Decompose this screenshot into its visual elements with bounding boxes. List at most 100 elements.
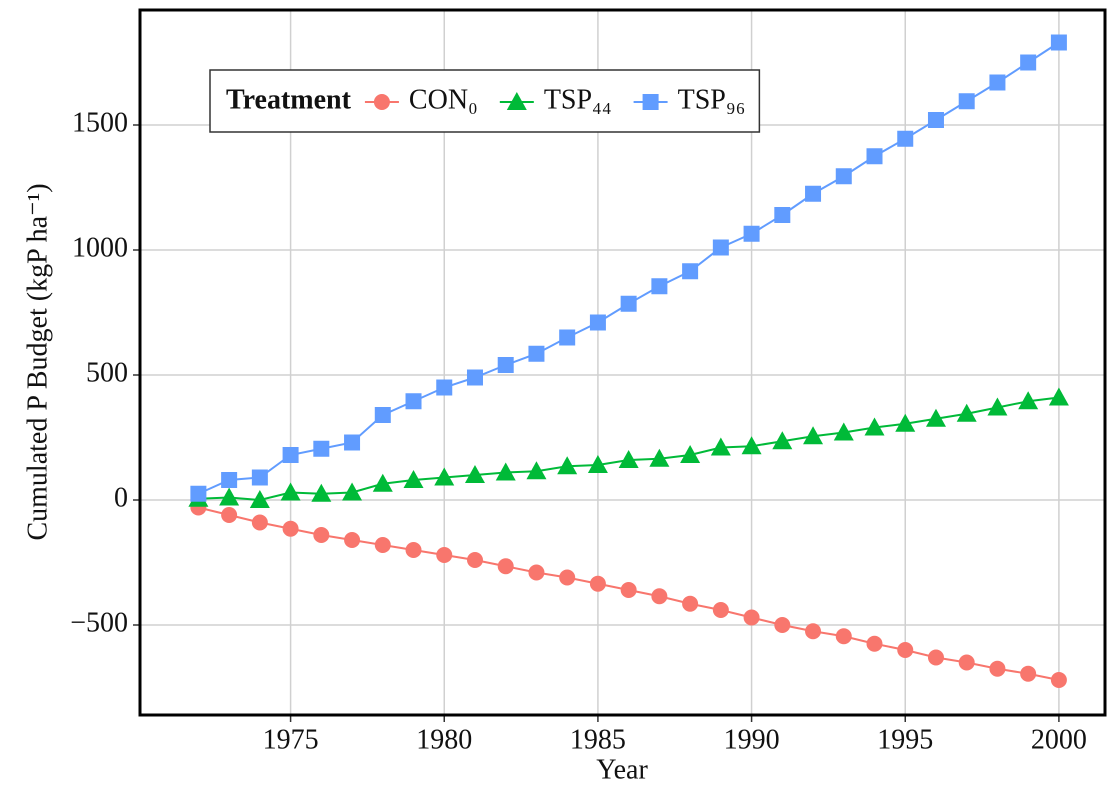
point [344, 532, 361, 548]
point [618, 450, 639, 468]
point [682, 263, 699, 280]
point [403, 470, 424, 488]
y-axis-label: Cumulated P Budget (kgP ha⁻¹) [22, 183, 53, 540]
point [342, 482, 363, 501]
point [249, 490, 270, 508]
x-tick-label: 2000 [1031, 724, 1087, 755]
legend-marker [642, 94, 659, 110]
y-tick-label: 1000 [72, 232, 128, 263]
point [649, 448, 670, 467]
point [1020, 665, 1037, 682]
point [897, 642, 914, 658]
point [282, 447, 299, 463]
point [374, 407, 391, 423]
point [835, 628, 852, 645]
point [464, 465, 485, 483]
point [866, 148, 883, 165]
point [313, 527, 330, 543]
point [528, 564, 545, 581]
point [620, 295, 637, 312]
legend-label: TSP₉₆ [678, 84, 746, 115]
point [434, 467, 455, 486]
legend-label: TSP₄₄ [544, 84, 612, 115]
point [743, 609, 760, 626]
point [805, 185, 822, 202]
point [405, 542, 422, 558]
y-tick-label: 1500 [72, 107, 128, 138]
point [589, 314, 606, 331]
point [1018, 391, 1039, 410]
point [835, 168, 852, 185]
point [405, 393, 422, 410]
legend-title: Treatment [226, 84, 352, 115]
point [958, 93, 975, 110]
x-axis-label: Year [596, 754, 648, 785]
point [620, 582, 637, 598]
point [897, 130, 914, 147]
x-tick-label: 1975 [263, 724, 319, 755]
point [497, 357, 514, 373]
legend: Treatment CON₀ TSP₄₄ TSP₉₆ [209, 69, 761, 133]
point [372, 473, 393, 492]
point [221, 472, 238, 488]
legend-box [209, 69, 761, 133]
y-tick-label: 0 [114, 482, 128, 513]
point [589, 575, 606, 592]
point [497, 558, 514, 575]
point [311, 483, 332, 502]
point [682, 595, 699, 612]
point [587, 455, 608, 473]
point [219, 487, 240, 506]
point [495, 462, 516, 481]
point [803, 426, 824, 445]
plot-border [138, 8, 1107, 717]
point [833, 422, 854, 441]
point [526, 461, 547, 480]
point [741, 436, 762, 455]
point [436, 547, 453, 563]
point [528, 345, 545, 362]
point [710, 437, 731, 456]
y-tick-label: 500 [86, 357, 128, 388]
point [956, 403, 977, 422]
point [927, 112, 944, 128]
y-tick-label: −500 [70, 607, 128, 638]
x-tick-label: 1980 [416, 724, 472, 755]
point [344, 434, 361, 451]
point [1050, 672, 1067, 688]
point [712, 239, 729, 256]
point [958, 654, 975, 671]
legend-marker [373, 94, 390, 110]
point [864, 417, 885, 436]
point [925, 408, 946, 427]
point [559, 569, 576, 586]
point [282, 520, 299, 537]
point [772, 431, 793, 450]
point [805, 623, 822, 640]
x-tick-label: 1995 [877, 724, 933, 755]
point [989, 74, 1006, 91]
point [927, 649, 944, 666]
point [221, 507, 238, 523]
point [1020, 54, 1037, 71]
point [1050, 34, 1067, 51]
legend-label: CON₀ [409, 84, 478, 115]
point [190, 485, 207, 502]
point [557, 456, 578, 475]
point [466, 552, 483, 568]
point [774, 617, 791, 633]
point [313, 440, 330, 457]
point [989, 660, 1006, 677]
x-tick-label: 1990 [724, 724, 780, 755]
point [866, 635, 883, 652]
point [712, 602, 729, 618]
point [774, 207, 791, 223]
point [251, 469, 268, 486]
point [559, 329, 576, 346]
point [466, 369, 483, 386]
point [895, 413, 916, 432]
point [680, 445, 701, 463]
point [743, 225, 760, 242]
point [280, 482, 301, 501]
